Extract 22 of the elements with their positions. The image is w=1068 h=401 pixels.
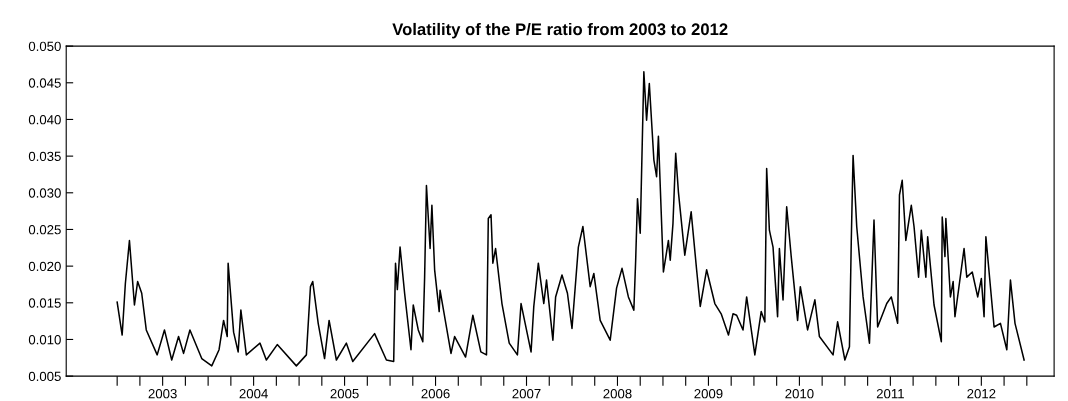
x-tick-label: 2005 [330, 388, 359, 399]
x-tick-label: 2006 [421, 388, 450, 399]
y-tick-label: 0.025 [28, 225, 61, 235]
y-tick-label: 0.010 [28, 335, 61, 345]
y-tick-label: 0.020 [28, 261, 61, 272]
y-tick-label: 0.015 [28, 298, 61, 308]
x-tick-label: 2011 [876, 388, 904, 399]
y-tick-label: 0.045 [28, 78, 61, 88]
chart-title: Volatility of the P/E ratio from 2003 to 2012 [392, 22, 728, 39]
x-tick-label: 2012 [967, 388, 996, 399]
x-tick-label: 2008 [603, 388, 632, 399]
x-tick-label: 2004 [239, 388, 268, 399]
y-tick-label: 0.030 [28, 188, 61, 198]
x-tick-label: 2007 [512, 388, 541, 399]
y-tick-label: 0.050 [28, 41, 61, 52]
y-tick-label: 0.005 [28, 371, 61, 382]
x-tick-label: 2003 [148, 388, 177, 399]
y-tick-label: 0.040 [28, 115, 61, 125]
x-tick-label: 2010 [785, 388, 814, 399]
line-series [116, 71, 1025, 367]
y-tick-label: 0.035 [28, 151, 61, 162]
x-tick-label: 2009 [694, 388, 723, 399]
